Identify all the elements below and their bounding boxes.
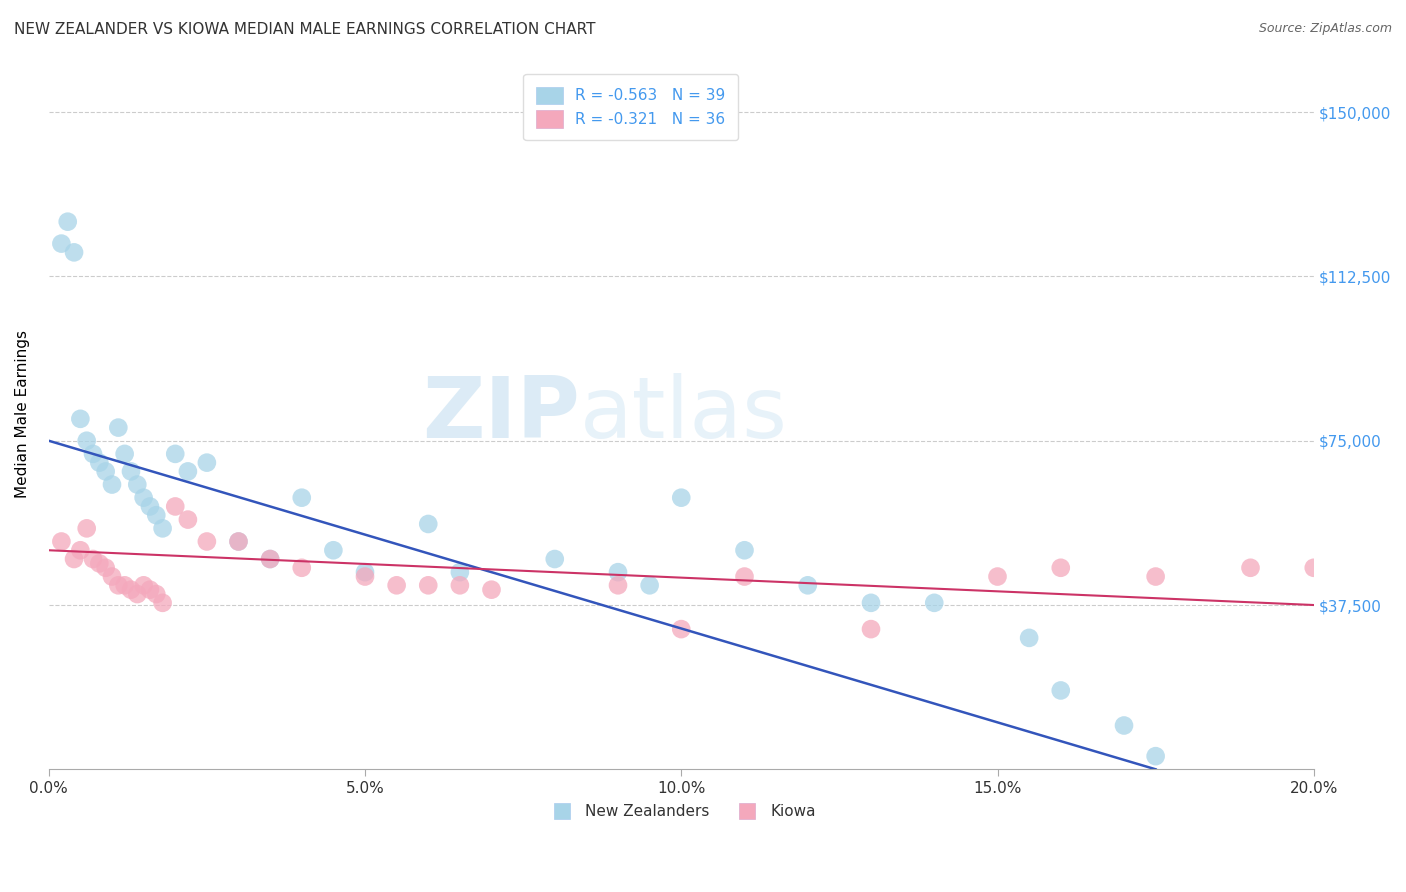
Point	[1049, 561, 1071, 575]
Point	[177, 513, 200, 527]
Point	[1239, 561, 1261, 575]
Point	[127, 477, 149, 491]
Point	[259, 552, 281, 566]
Point	[165, 447, 187, 461]
Point	[986, 569, 1008, 583]
Point	[1018, 631, 1040, 645]
Point	[638, 578, 661, 592]
Point	[139, 582, 162, 597]
Point	[107, 578, 129, 592]
Point	[449, 565, 471, 579]
Point	[56, 215, 79, 229]
Point	[734, 543, 756, 558]
Point	[449, 578, 471, 592]
Point	[228, 534, 250, 549]
Point	[107, 420, 129, 434]
Point	[259, 552, 281, 566]
Y-axis label: Median Male Earnings: Median Male Earnings	[15, 330, 30, 499]
Point	[94, 464, 117, 478]
Point	[385, 578, 408, 592]
Point	[63, 552, 86, 566]
Point	[291, 561, 314, 575]
Point	[922, 596, 945, 610]
Point	[354, 569, 377, 583]
Point	[165, 500, 187, 514]
Point	[120, 464, 142, 478]
Point	[1049, 683, 1071, 698]
Point	[76, 521, 98, 535]
Point	[69, 543, 91, 558]
Point	[322, 543, 344, 558]
Point	[1144, 749, 1167, 764]
Point	[354, 565, 377, 579]
Point	[76, 434, 98, 448]
Point	[69, 412, 91, 426]
Point	[195, 534, 218, 549]
Point	[195, 456, 218, 470]
Point	[859, 596, 882, 610]
Point	[114, 578, 136, 592]
Legend: New Zealanders, Kiowa: New Zealanders, Kiowa	[540, 798, 823, 825]
Point	[481, 582, 503, 597]
Point	[607, 565, 630, 579]
Point	[51, 534, 73, 549]
Point	[152, 521, 174, 535]
Point	[177, 464, 200, 478]
Text: ZIP: ZIP	[422, 373, 581, 456]
Text: atlas: atlas	[581, 373, 787, 456]
Point	[734, 569, 756, 583]
Point	[1302, 561, 1324, 575]
Point	[89, 456, 111, 470]
Point	[797, 578, 820, 592]
Text: NEW ZEALANDER VS KIOWA MEDIAN MALE EARNINGS CORRELATION CHART: NEW ZEALANDER VS KIOWA MEDIAN MALE EARNI…	[14, 22, 596, 37]
Point	[132, 578, 155, 592]
Point	[82, 447, 104, 461]
Point	[607, 578, 630, 592]
Point	[139, 500, 162, 514]
Point	[127, 587, 149, 601]
Point	[63, 245, 86, 260]
Point	[114, 447, 136, 461]
Point	[1112, 718, 1135, 732]
Point	[89, 557, 111, 571]
Point	[291, 491, 314, 505]
Point	[51, 236, 73, 251]
Point	[418, 578, 440, 592]
Point	[1144, 569, 1167, 583]
Point	[101, 569, 124, 583]
Point	[145, 508, 167, 523]
Point	[152, 596, 174, 610]
Point	[671, 622, 693, 636]
Point	[418, 516, 440, 531]
Point	[859, 622, 882, 636]
Point	[145, 587, 167, 601]
Point	[544, 552, 567, 566]
Point	[82, 552, 104, 566]
Point	[94, 561, 117, 575]
Point	[228, 534, 250, 549]
Point	[120, 582, 142, 597]
Point	[671, 491, 693, 505]
Text: Source: ZipAtlas.com: Source: ZipAtlas.com	[1258, 22, 1392, 36]
Point	[101, 477, 124, 491]
Point	[132, 491, 155, 505]
